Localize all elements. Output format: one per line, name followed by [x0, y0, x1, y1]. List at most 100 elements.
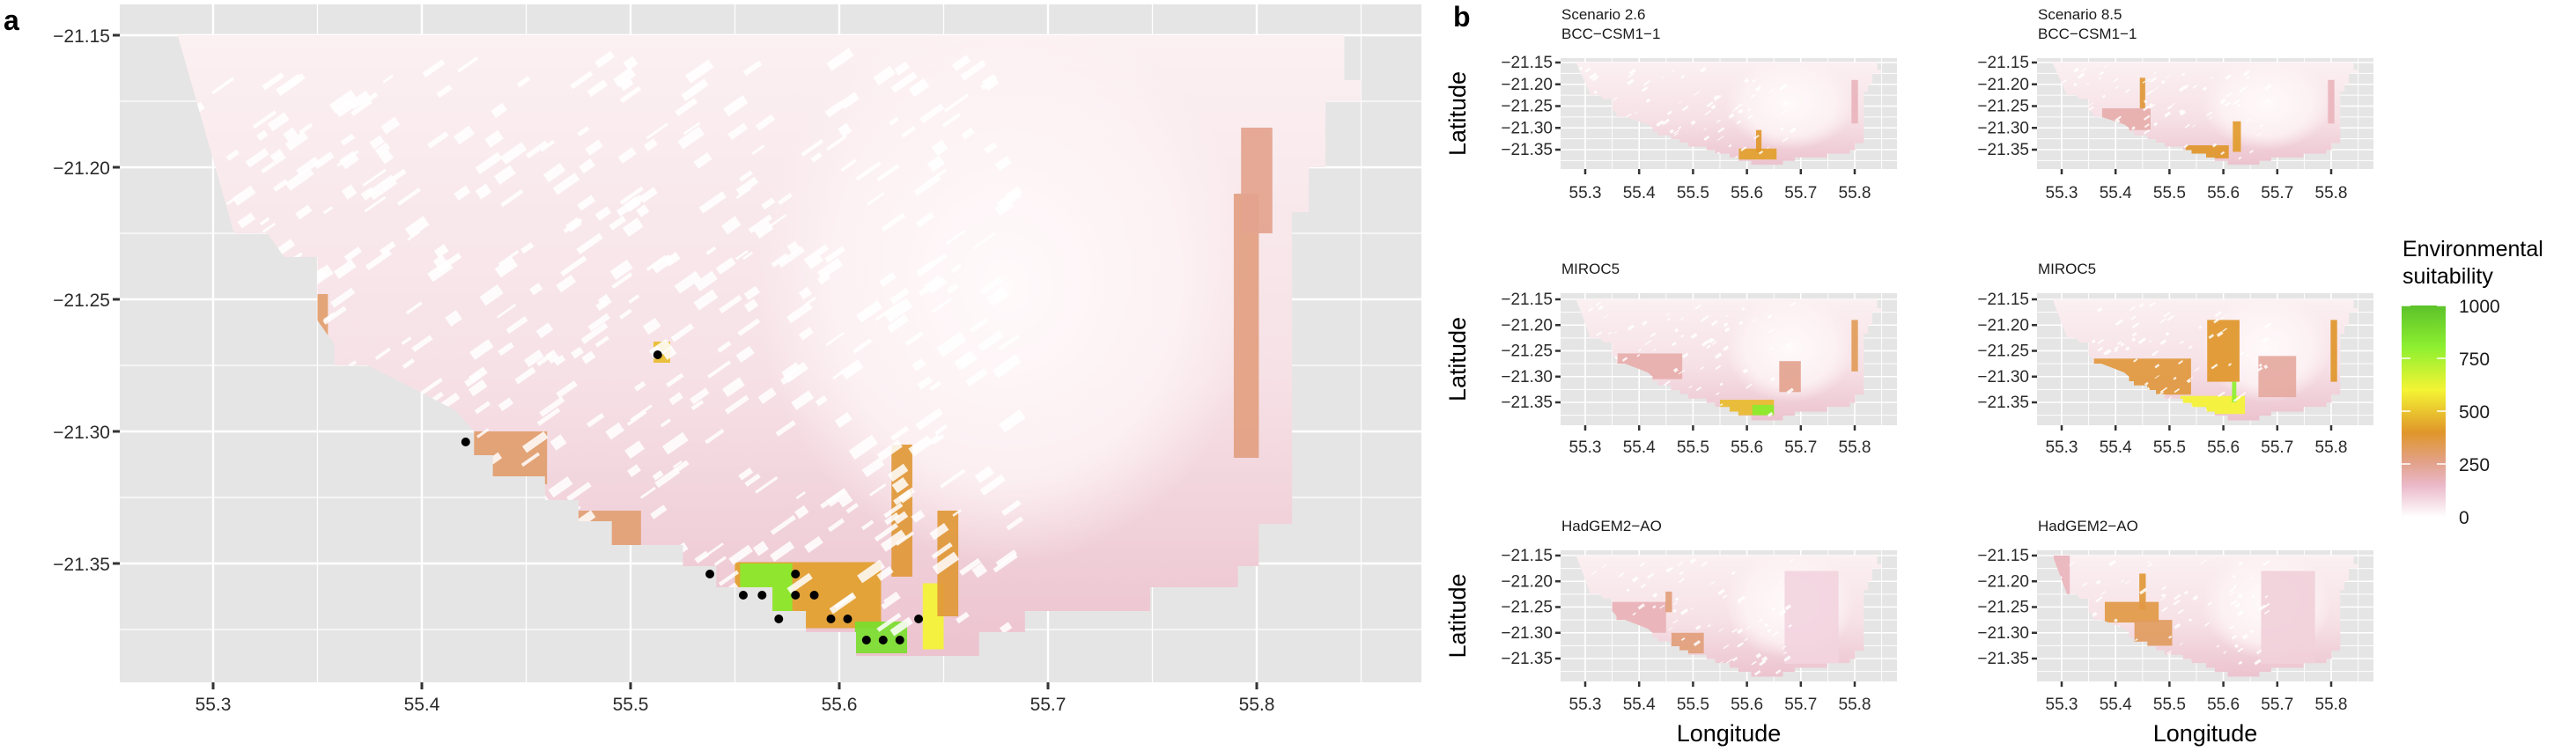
- raster-gap: [1744, 368, 1749, 373]
- raster-gap: [651, 254, 674, 274]
- raster-gap: [367, 174, 398, 201]
- raster-gap: [1589, 72, 1598, 80]
- y-axis-title: Latitude: [1444, 573, 1471, 658]
- raster-gap: [374, 347, 391, 360]
- raster-gap: [2183, 590, 2188, 595]
- raster-gap: [1790, 127, 1797, 134]
- raster-gap: [718, 570, 740, 586]
- raster-gap: [1656, 120, 1664, 128]
- raster-gap: [810, 152, 823, 163]
- raster-gap: [1628, 69, 1636, 76]
- raster-gap: [365, 249, 392, 271]
- raster-gap: [594, 206, 612, 221]
- raster-gap: [581, 350, 596, 364]
- raster-gap: [705, 246, 717, 255]
- raster-gap: [1744, 78, 1750, 84]
- raster-gap: [2152, 121, 2159, 127]
- raster-gap: [1613, 330, 1618, 335]
- raster-gap: [617, 147, 637, 164]
- raster-gap: [1700, 318, 1706, 322]
- raster-gap: [1672, 619, 1679, 624]
- raster-gap: [1672, 601, 1678, 606]
- raster-gap: [1744, 637, 1749, 642]
- raster-gap: [2218, 391, 2225, 398]
- y-tick-label: −21.20: [1501, 76, 1553, 94]
- axes: 55.3 55.4 55.5 55.6 55.7 55.8 −21.15 −21.20 −21.…: [1977, 54, 2347, 202]
- raster-gap: [245, 148, 269, 168]
- raster-gap: [1764, 622, 1768, 628]
- raster-gap: [1779, 85, 1785, 91]
- raster-gap: [1626, 588, 1630, 593]
- raster-gap: [313, 151, 335, 169]
- raster-gap: [715, 257, 736, 275]
- raster-gap: [1736, 120, 1742, 125]
- raster-gap: [563, 217, 583, 233]
- raster-gap: [556, 274, 577, 293]
- y-tick-label: −21.15: [53, 26, 110, 47]
- raster-gap: [952, 509, 962, 517]
- raster-gap: [1767, 313, 1773, 319]
- raster-gap: [2166, 105, 2173, 110]
- raster-gap: [2261, 336, 2270, 343]
- raster-gap: [536, 352, 553, 367]
- raster-gap: [721, 377, 745, 398]
- x-tick-label: 55.6: [2207, 696, 2240, 714]
- raster-gap: [1738, 595, 1746, 603]
- raster-gap: [1679, 317, 1685, 321]
- raster-gap: [2131, 337, 2137, 342]
- raster-gap: [2103, 64, 2107, 69]
- colorbar-tick-label: 750: [2459, 350, 2490, 370]
- y-tick-label: −21.30: [1501, 624, 1553, 643]
- raster-gap: [484, 129, 505, 148]
- raster-gap: [536, 407, 561, 426]
- raster-gap: [2117, 341, 2122, 345]
- x-tick-label: 55.7: [1784, 438, 1817, 457]
- raster-gap: [917, 376, 934, 390]
- raster-gap: [1782, 99, 1790, 107]
- raster-gap: [1632, 612, 1636, 616]
- raster-gap: [913, 174, 941, 196]
- raster-gap: [825, 134, 847, 151]
- raster-gap: [2219, 98, 2226, 105]
- raster-gap: [552, 173, 580, 195]
- raster-gap: [639, 486, 656, 499]
- x-tick-label: 55.6: [2207, 438, 2240, 457]
- raster-gap: [1673, 129, 1680, 135]
- suitability-cell: [1241, 128, 1273, 233]
- raster-gap: [1637, 603, 1645, 610]
- raster-gap: [1625, 113, 1632, 119]
- axes: 55.3 55.4 55.5 55.6 55.7 55.8 −21.15 −21.20 −21.…: [1501, 54, 1871, 202]
- raster-gap: [2125, 580, 2130, 585]
- raster-gap: [1785, 342, 1792, 348]
- raster-gap: [543, 162, 566, 183]
- raster-gap: [2115, 115, 2122, 121]
- raster-gap: [2139, 587, 2148, 595]
- y-tick-label: −21.15: [1977, 291, 2029, 309]
- raster-gap: [1767, 629, 1772, 633]
- raster-gap: [883, 591, 898, 603]
- raster-gap: [626, 410, 647, 426]
- facet-title: BCC−CSM1−1: [2038, 26, 2137, 42]
- raster-gap: [2143, 129, 2151, 135]
- low-suitability-interior: [2202, 63, 2332, 150]
- raster-gap: [661, 431, 689, 455]
- raster-gap: [225, 194, 240, 206]
- raster-gap: [2259, 124, 2263, 129]
- raster-gap: [624, 440, 646, 460]
- facet-title: HadGEM2−AO: [1561, 518, 1662, 534]
- suitability-cell: [1851, 79, 1858, 124]
- raster-gap: [815, 394, 828, 407]
- raster-gap: [1723, 327, 1731, 333]
- raster-gap: [2166, 650, 2172, 655]
- raster-gap: [1760, 656, 1768, 662]
- raster-gap: [283, 127, 299, 142]
- raster-gap: [1584, 67, 1591, 73]
- raster-gap: [1737, 628, 1744, 635]
- colorbar-tick-label: 0: [2459, 508, 2469, 528]
- raster-gap: [971, 563, 988, 578]
- suitability-cell: [2232, 381, 2237, 402]
- raster-gap: [2209, 116, 2213, 120]
- raster-gap: [284, 130, 309, 151]
- raster-gap: [491, 102, 507, 118]
- raster-gap: [1718, 628, 1724, 632]
